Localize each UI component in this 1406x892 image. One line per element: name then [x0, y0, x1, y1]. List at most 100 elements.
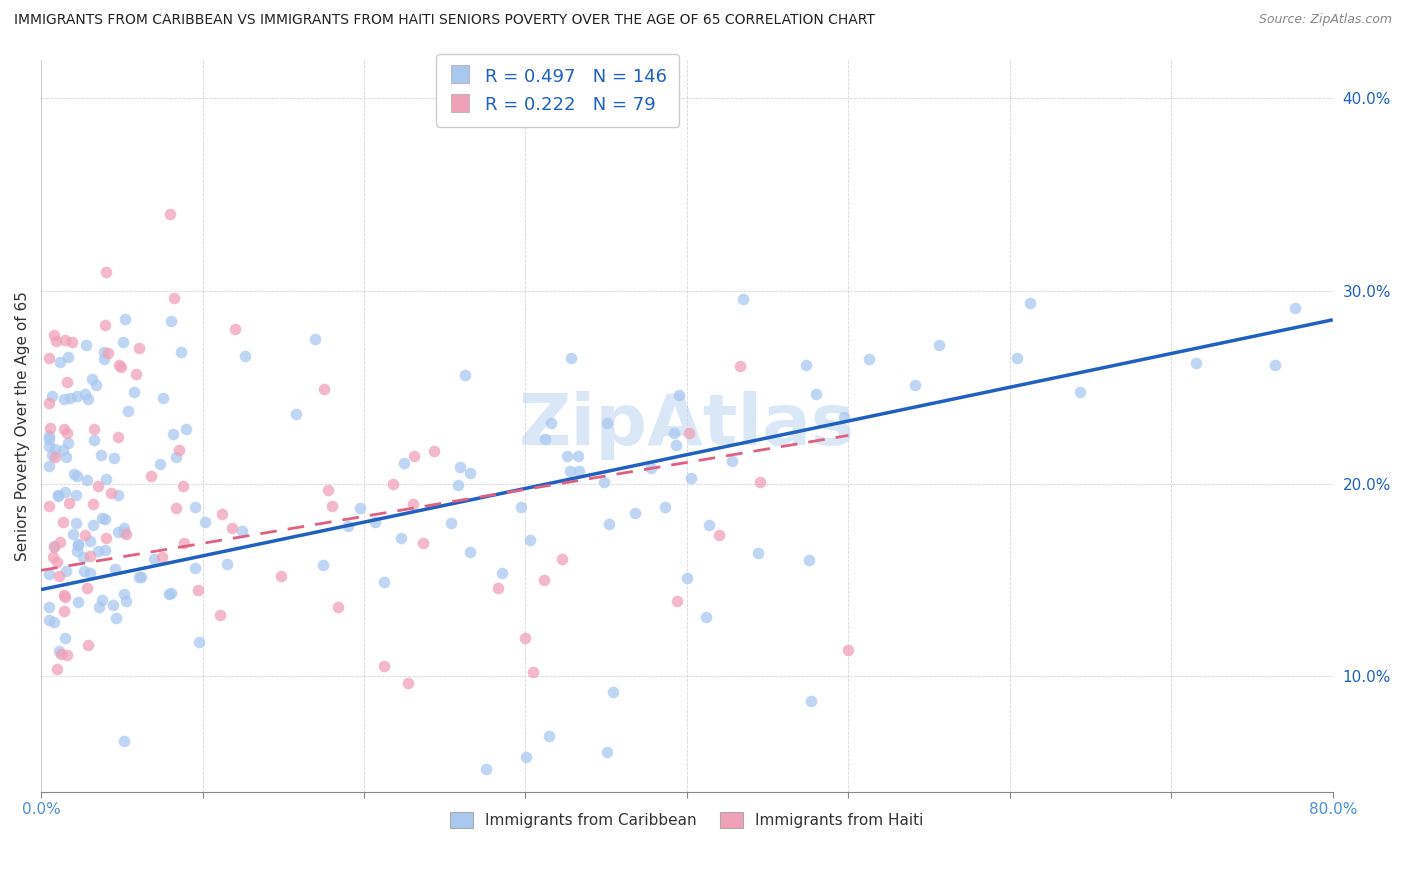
Point	[697, 518, 720, 533]
Point	[423, 444, 446, 458]
Point	[112, 521, 135, 535]
Point	[104, 611, 127, 625]
Point	[66, 538, 89, 552]
Point	[165, 500, 187, 515]
Point	[172, 479, 194, 493]
Point	[38, 459, 60, 474]
Point	[41, 389, 63, 403]
Point	[381, 476, 404, 491]
Point	[440, 516, 463, 530]
Point	[707, 527, 730, 541]
Point	[285, 407, 308, 421]
Point	[270, 568, 292, 582]
Point	[104, 562, 127, 576]
Point	[63, 467, 86, 481]
Point	[695, 609, 717, 624]
Point	[124, 368, 146, 382]
Point	[39, 421, 62, 435]
Point	[42, 615, 65, 629]
Point	[187, 582, 209, 597]
Point	[53, 484, 76, 499]
Point	[391, 531, 413, 545]
Point	[90, 449, 112, 463]
Point	[1185, 356, 1208, 370]
Y-axis label: Seniors Poverty Over the Age of 65: Seniors Poverty Over the Age of 65	[15, 291, 30, 561]
Point	[66, 595, 89, 609]
Point	[46, 489, 69, 503]
Point	[38, 396, 60, 410]
Point	[115, 594, 138, 608]
Point	[721, 453, 744, 467]
Point	[149, 457, 172, 471]
Point	[89, 600, 111, 615]
Point	[1069, 384, 1091, 399]
Point	[304, 332, 326, 346]
Point	[510, 500, 533, 515]
Point	[159, 586, 181, 600]
Point	[233, 349, 256, 363]
Point	[396, 675, 419, 690]
Point	[44, 540, 66, 554]
Point	[82, 518, 104, 533]
Point	[231, 524, 253, 538]
Point	[139, 468, 162, 483]
Point	[728, 359, 751, 374]
Point	[117, 404, 139, 418]
Point	[596, 745, 619, 759]
Point	[38, 613, 60, 627]
Point	[110, 360, 132, 375]
Point	[80, 372, 103, 386]
Point	[208, 608, 231, 623]
Point	[537, 729, 560, 743]
Point	[112, 525, 135, 540]
Point	[522, 665, 544, 679]
Point	[76, 473, 98, 487]
Point	[38, 429, 60, 443]
Point	[94, 531, 117, 545]
Point	[681, 471, 703, 485]
Text: ZipAtlas: ZipAtlas	[519, 392, 855, 460]
Point	[474, 762, 496, 776]
Point	[75, 337, 97, 351]
Point	[596, 416, 619, 430]
Point	[555, 449, 578, 463]
Point	[129, 570, 152, 584]
Point	[45, 662, 67, 676]
Point	[52, 392, 75, 407]
Point	[394, 457, 416, 471]
Point	[83, 422, 105, 436]
Point	[93, 352, 115, 367]
Point	[312, 382, 335, 396]
Point	[832, 409, 855, 424]
Point	[167, 443, 190, 458]
Point	[598, 517, 620, 532]
Point	[114, 312, 136, 326]
Point	[94, 264, 117, 278]
Point	[44, 450, 66, 464]
Point	[100, 486, 122, 500]
Point	[337, 519, 360, 533]
Point	[66, 388, 89, 402]
Point	[676, 571, 699, 585]
Point	[170, 345, 193, 359]
Point	[174, 422, 197, 436]
Point	[486, 582, 509, 596]
Point	[53, 631, 76, 645]
Point	[94, 318, 117, 332]
Point	[321, 499, 343, 513]
Point	[94, 543, 117, 558]
Point	[150, 550, 173, 565]
Point	[107, 359, 129, 373]
Point	[48, 643, 70, 657]
Point	[157, 587, 180, 601]
Point	[749, 475, 772, 489]
Point	[77, 639, 100, 653]
Point	[38, 439, 60, 453]
Point	[316, 483, 339, 497]
Point	[112, 334, 135, 349]
Point	[53, 588, 76, 602]
Point	[52, 442, 75, 457]
Point	[115, 526, 138, 541]
Point	[93, 345, 115, 359]
Point	[152, 391, 174, 405]
